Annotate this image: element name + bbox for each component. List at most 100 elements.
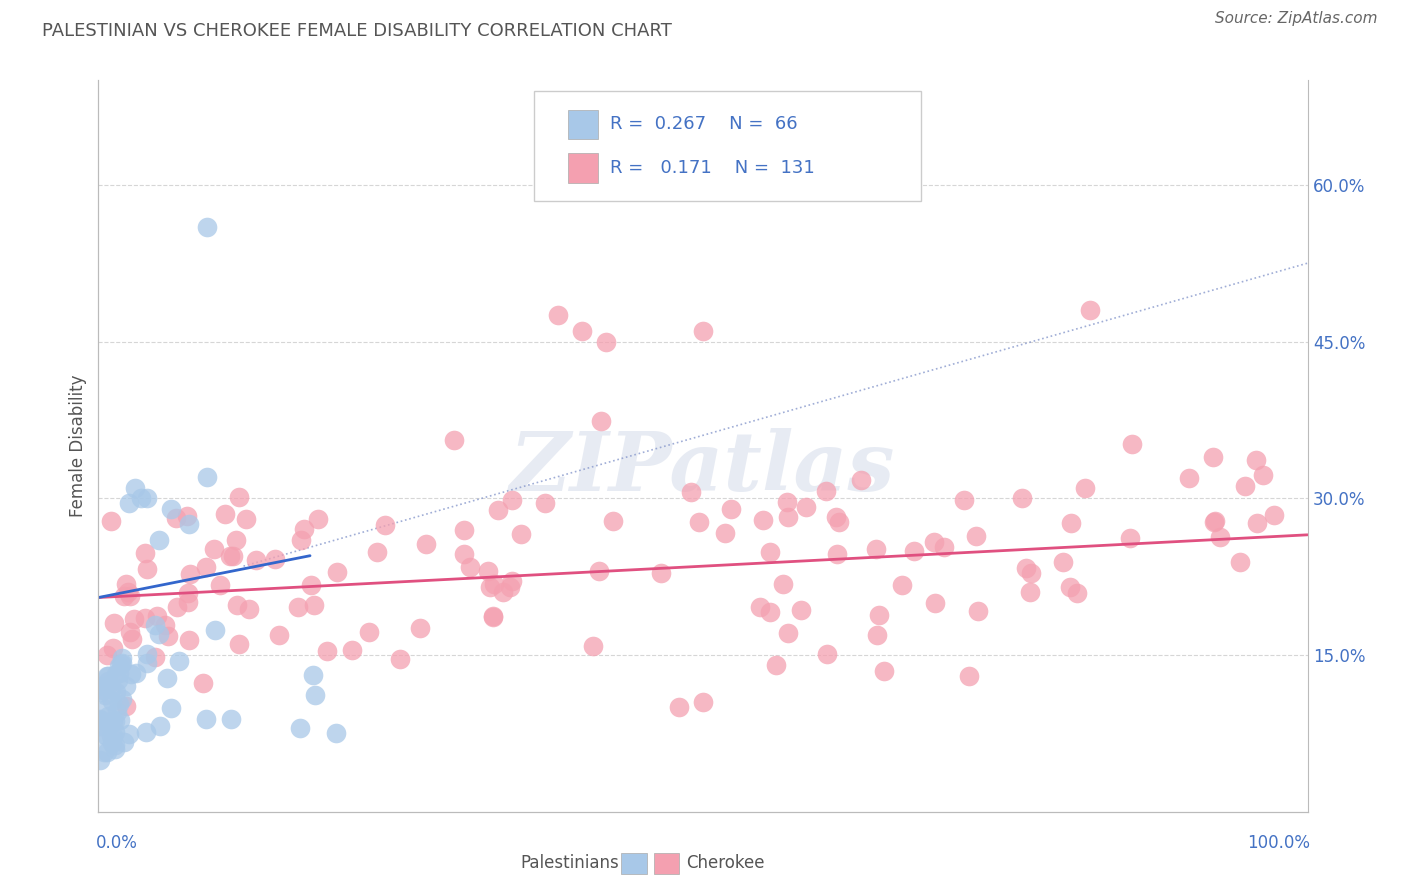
Point — [177, 586, 200, 600]
Point — [547, 309, 569, 323]
Point — [1208, 530, 1230, 544]
Point — [759, 605, 782, 619]
Point — [100, 729, 122, 743]
Y-axis label: Female Disability: Female Disability — [69, 375, 87, 517]
Point — [758, 545, 780, 559]
Point — [1251, 467, 1274, 482]
Point — [166, 600, 188, 615]
Point — [484, 577, 506, 591]
Point — [765, 658, 787, 673]
Point — [135, 491, 157, 506]
Point — [534, 496, 557, 510]
Point — [202, 542, 225, 557]
Point — [96, 669, 118, 683]
Point — [481, 610, 503, 624]
Point — [477, 564, 499, 578]
Point — [167, 654, 190, 668]
Point — [103, 616, 125, 631]
Point — [96, 702, 118, 716]
Point — [177, 633, 200, 648]
Point — [1244, 453, 1267, 467]
Point — [1066, 586, 1088, 600]
Point — [134, 611, 156, 625]
Point — [486, 503, 509, 517]
Point — [1011, 491, 1033, 506]
Point — [342, 642, 364, 657]
Point — [1121, 436, 1143, 450]
Point — [776, 626, 799, 640]
Point — [245, 552, 267, 566]
Point — [776, 495, 799, 509]
Text: R =   0.171    N =  131: R = 0.171 N = 131 — [610, 159, 814, 177]
Point — [501, 493, 523, 508]
Point — [145, 618, 167, 632]
Point — [104, 738, 127, 752]
Point — [235, 511, 257, 525]
Point — [1204, 514, 1226, 528]
Point — [156, 672, 179, 686]
Point — [749, 600, 772, 615]
Point — [101, 714, 124, 728]
Point — [776, 510, 799, 524]
Point — [96, 648, 118, 663]
Point — [582, 639, 605, 653]
Point — [101, 640, 124, 655]
Point — [302, 668, 325, 682]
Point — [302, 598, 325, 612]
Point — [443, 433, 465, 447]
Point — [101, 694, 124, 708]
Text: PALESTINIAN VS CHEROKEE FEMALE DISABILITY CORRELATION CHART: PALESTINIAN VS CHEROKEE FEMALE DISABILIT… — [42, 22, 672, 40]
Point — [135, 656, 157, 670]
Point — [849, 473, 872, 487]
Point — [195, 559, 218, 574]
Point — [692, 695, 714, 709]
Text: 100.0%: 100.0% — [1247, 834, 1310, 852]
Point — [228, 636, 250, 650]
Point — [115, 679, 138, 693]
Point — [97, 674, 120, 689]
Point — [1019, 584, 1042, 599]
Text: ZIPatlas: ZIPatlas — [510, 428, 896, 508]
Point — [591, 414, 613, 428]
Point — [145, 608, 167, 623]
Point — [304, 688, 326, 702]
FancyBboxPatch shape — [568, 153, 598, 183]
Point — [110, 657, 132, 671]
Point — [115, 698, 138, 713]
Point — [225, 599, 247, 613]
Point — [100, 682, 122, 697]
FancyBboxPatch shape — [568, 110, 598, 139]
Point — [195, 470, 218, 484]
Point — [571, 324, 593, 338]
Point — [357, 625, 380, 640]
Point — [965, 529, 987, 543]
Point — [179, 517, 201, 532]
Point — [179, 566, 201, 581]
Point — [222, 549, 245, 564]
Point — [890, 578, 912, 592]
Point — [110, 657, 132, 671]
Point — [873, 664, 896, 678]
Point — [307, 512, 329, 526]
Text: Source: ZipAtlas.com: Source: ZipAtlas.com — [1215, 11, 1378, 26]
Point — [89, 713, 111, 727]
Point — [825, 547, 848, 561]
Point — [100, 735, 122, 749]
Point — [107, 673, 129, 688]
Point — [177, 594, 200, 608]
Point — [953, 492, 976, 507]
Point — [118, 726, 141, 740]
Point — [108, 665, 131, 680]
Point — [287, 600, 309, 615]
Point — [868, 608, 890, 623]
Point — [120, 667, 142, 681]
Point — [104, 685, 127, 699]
Point — [214, 507, 236, 521]
Point — [374, 517, 396, 532]
Point — [966, 604, 988, 618]
Point — [135, 725, 157, 739]
Point — [112, 735, 135, 749]
Point — [219, 712, 242, 726]
Point — [148, 627, 170, 641]
Point — [90, 684, 112, 698]
